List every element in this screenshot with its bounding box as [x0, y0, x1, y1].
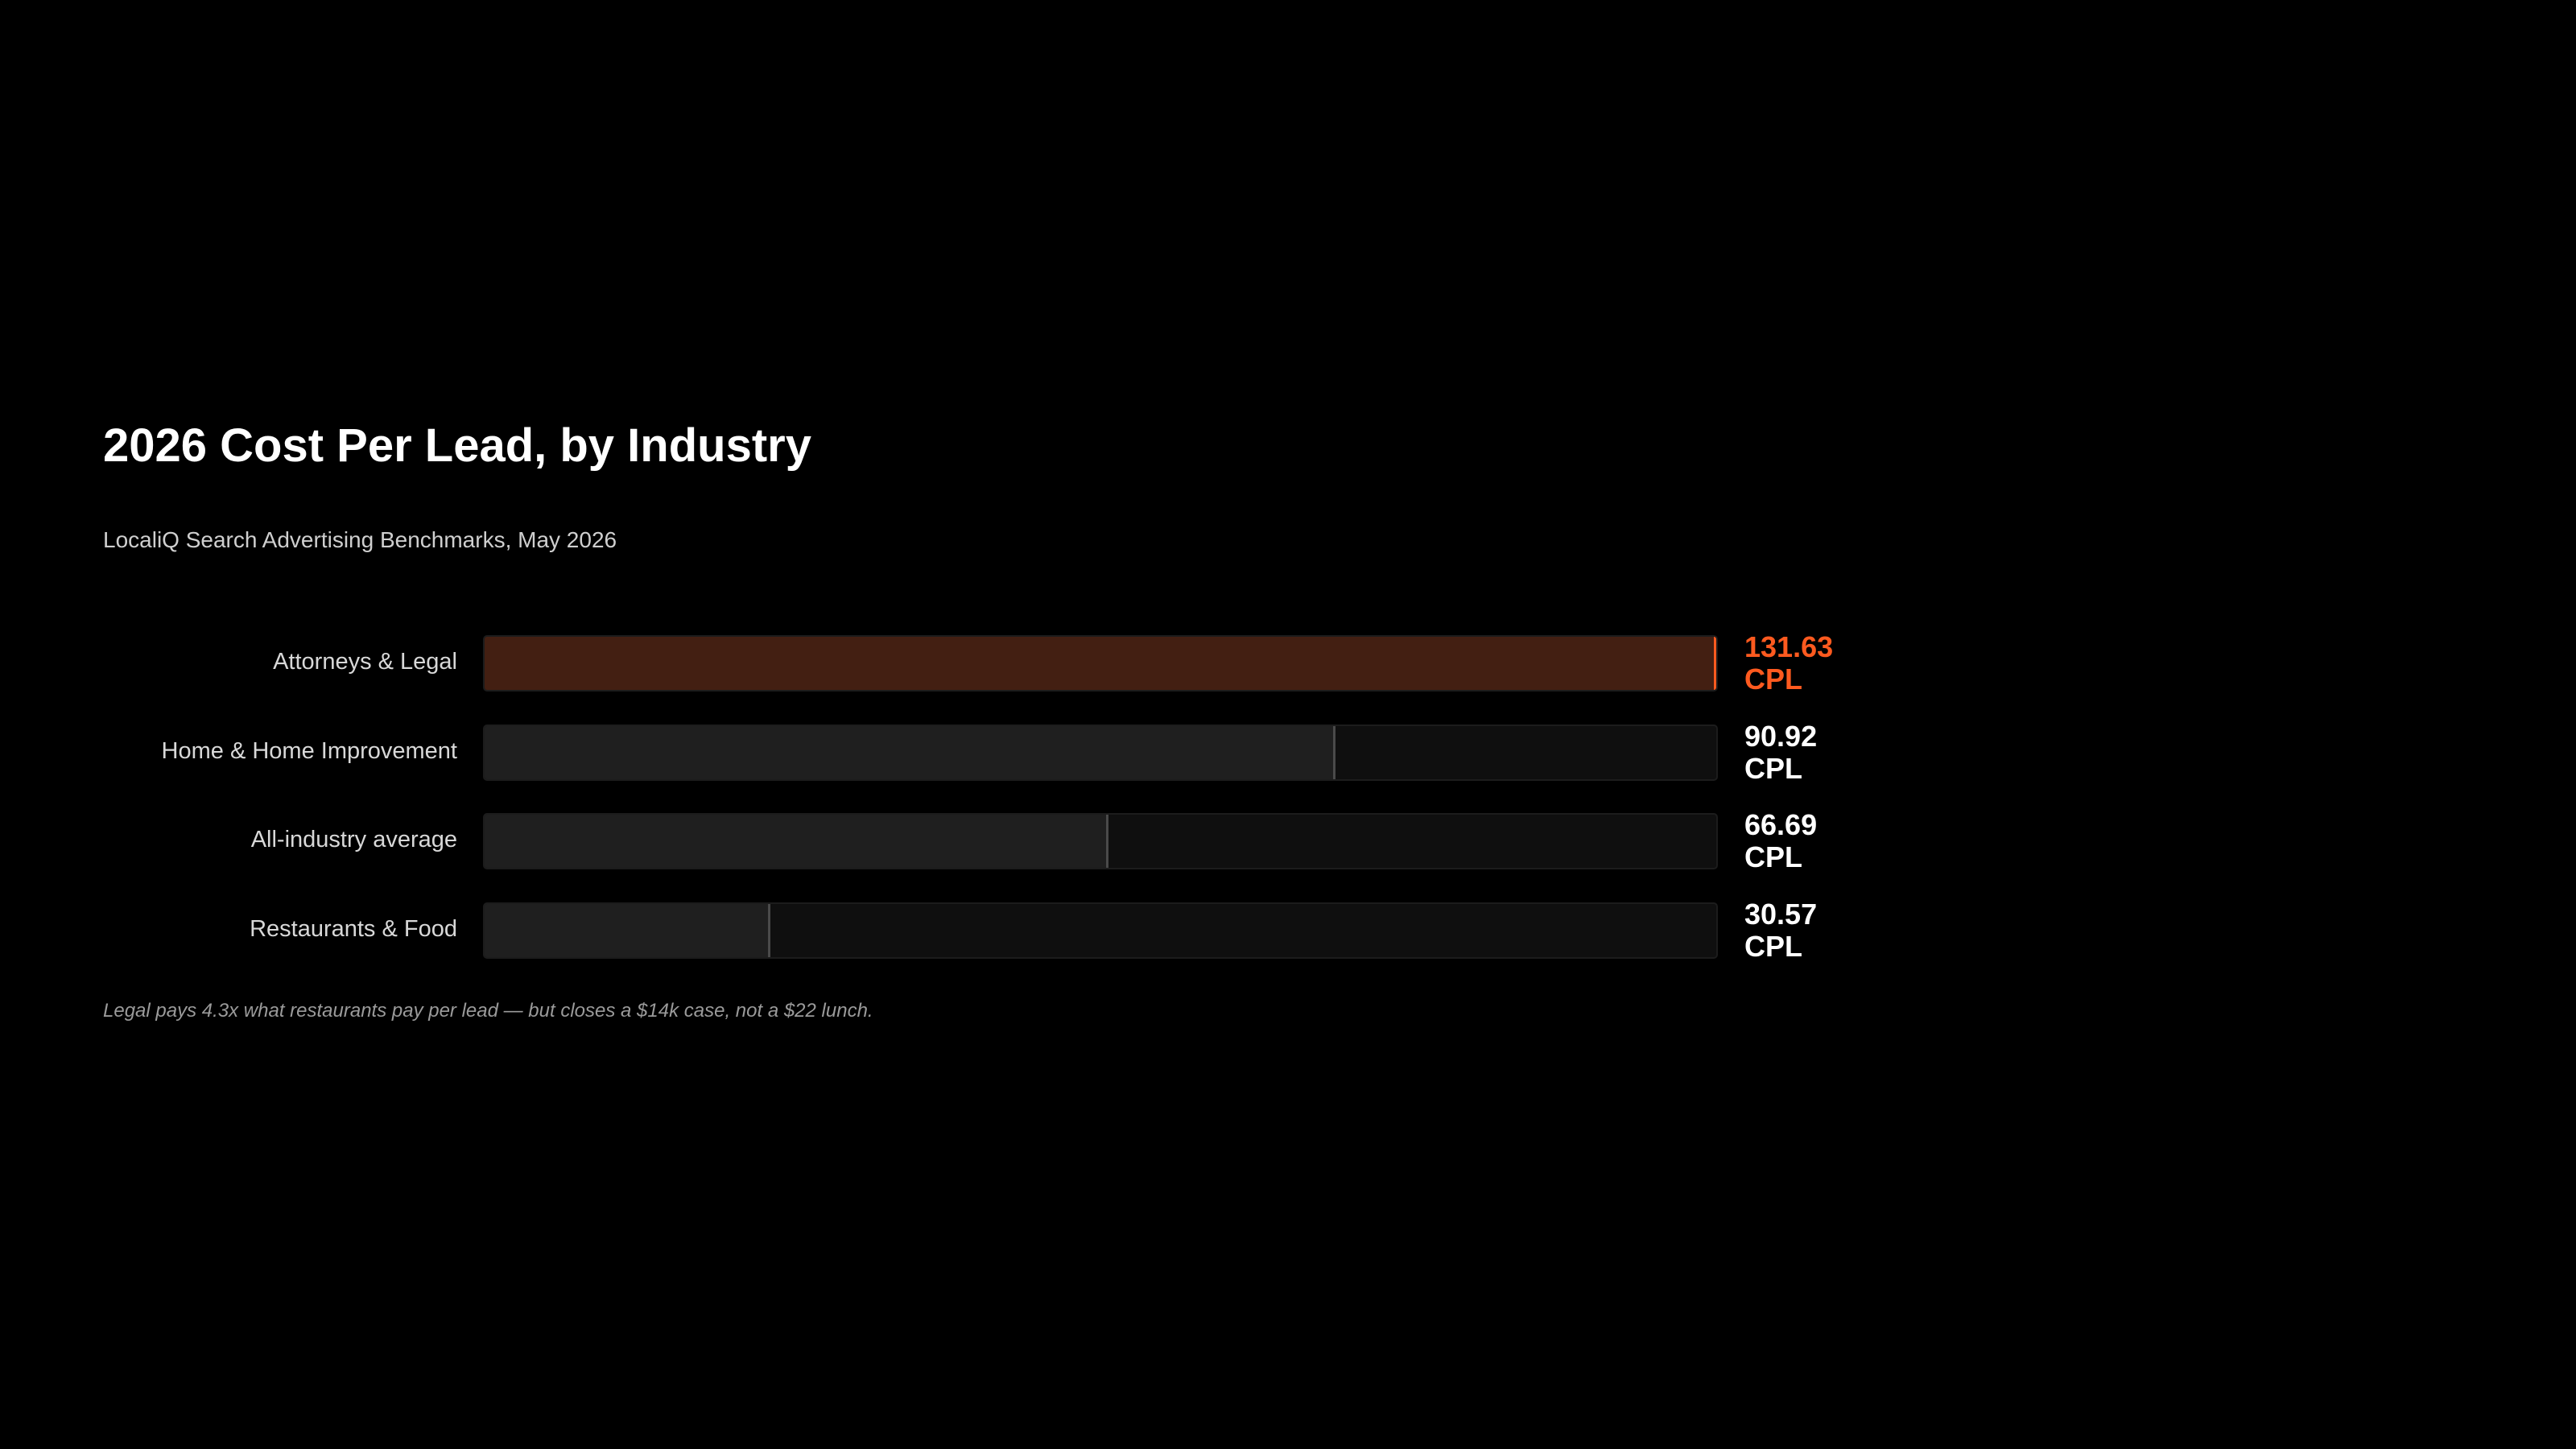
bar: [485, 637, 1716, 690]
bar: [485, 725, 1335, 779]
chart-title: 2026 Cost Per Lead, by Industry: [103, 419, 811, 472]
bar-end-marker: [768, 903, 771, 957]
bar: [485, 903, 771, 957]
bar-end-marker: [1332, 725, 1335, 779]
value-label: 131.63 CPL: [1744, 630, 1834, 696]
bar-track: [483, 902, 1718, 959]
bar-track: [483, 724, 1718, 781]
bar-track: [483, 635, 1718, 691]
annotation: Legal pays 4.3x what restaurants pay per…: [103, 1000, 873, 1022]
value-label: 66.69 CPL: [1744, 808, 1818, 873]
category-label: Restaurants & Food: [250, 915, 457, 942]
bar-end-marker: [1714, 637, 1716, 690]
chart-subtitle: LocaliQ Search Advertising Benchmarks, M…: [103, 527, 617, 552]
category-label: Home & Home Improvement: [161, 737, 457, 764]
category-label: Attorneys & Legal: [273, 649, 457, 675]
category-label: All-industry average: [250, 827, 457, 852]
value-label: 90.92 CPL: [1744, 719, 1818, 785]
value-label: 30.57 CPL: [1744, 897, 1818, 963]
bar: [485, 815, 1109, 868]
bar-track: [483, 813, 1718, 869]
bar-end-marker: [1106, 815, 1109, 868]
